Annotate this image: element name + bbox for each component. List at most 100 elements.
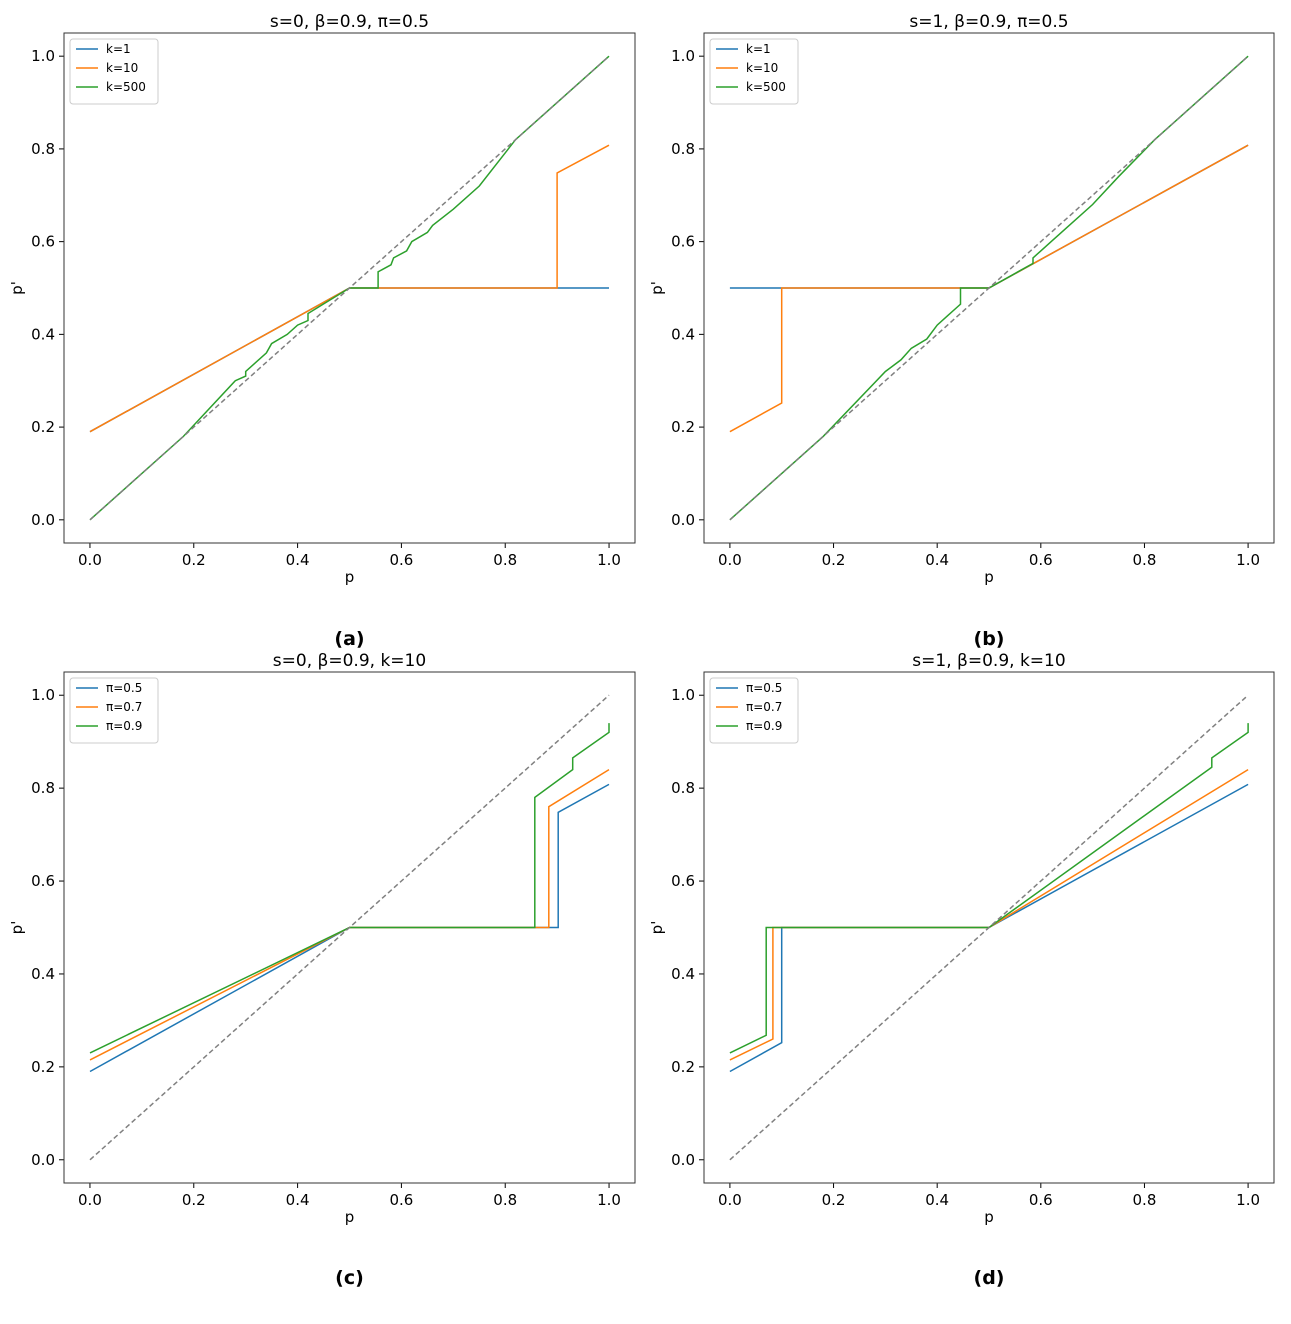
panel-label: (d) <box>974 1267 1005 1289</box>
reference-diagonal <box>89 55 610 521</box>
x-tick-label: 0.4 <box>925 551 949 569</box>
axes-frame <box>63 32 636 544</box>
y-tick-label: 0.6 <box>31 872 55 890</box>
x-tick-label: 0.0 <box>718 1191 742 1209</box>
x-tick-label: 0.0 <box>78 1191 102 1209</box>
x-axis-label: p <box>345 1208 355 1226</box>
x-tick-label: 1.0 <box>1236 1191 1260 1209</box>
y-tick-label: 0.8 <box>31 779 55 797</box>
subplot-title: s=0, β=0.9, π=0.5 <box>270 12 429 32</box>
subplot-b: 0.0 0.2 0.4 0.6 0.8 1.0 0.0 0.2 0.4 0.6 0.8 1.0 s=1,… <box>648 12 1275 650</box>
y-tick-label: 0.0 <box>671 511 695 529</box>
series-line-2 <box>729 144 1249 433</box>
y-axis-label: p' <box>8 281 26 295</box>
axes-frame <box>63 671 636 1184</box>
y-tick-label: 0.8 <box>671 779 695 797</box>
x-tick-label: 0.8 <box>1133 551 1157 569</box>
y-axis-label: p' <box>648 281 666 295</box>
legend-label: k=500 <box>746 80 786 94</box>
y-tick-label: 0.4 <box>31 965 55 983</box>
legend: π=0.5 π=0.7 π=0.9 <box>69 677 159 744</box>
legend: k=1 k=10 k=500 <box>709 38 799 105</box>
legend-label: π=0.5 <box>106 681 142 695</box>
x-tick-label: 0.8 <box>493 551 517 569</box>
x-tick-label: 0.6 <box>389 1191 413 1209</box>
x-tick-label: 0.6 <box>1029 1191 1053 1209</box>
x-tick-label: 0.4 <box>925 1191 949 1209</box>
y-tick-label: 0.2 <box>671 1058 695 1076</box>
series-line-1 <box>89 287 609 433</box>
x-tick-label: 0.0 <box>718 551 742 569</box>
subplot-title: s=1, β=0.9, π=0.5 <box>909 12 1068 32</box>
panel-label: (c) <box>335 1267 364 1289</box>
y-tick-label: 0.2 <box>31 418 55 436</box>
y-tick-label: 0.2 <box>671 418 695 436</box>
x-tick-label: 0.8 <box>493 1191 517 1209</box>
y-tick-label: 0.6 <box>671 233 695 251</box>
x-tick-label: 1.0 <box>597 1191 621 1209</box>
x-tick-label: 0.2 <box>822 1191 846 1209</box>
legend-label: π=0.9 <box>106 719 142 733</box>
series-line-3 <box>89 723 610 1054</box>
x-tick-label: 0.2 <box>182 551 206 569</box>
x-tick-label: 0.4 <box>286 1191 310 1209</box>
y-axis-label: p' <box>8 921 26 935</box>
y-tick-label: 0.6 <box>671 872 695 890</box>
reference-diagonal <box>729 694 1249 1161</box>
series-line-3 <box>729 55 1249 521</box>
legend-label: k=500 <box>106 80 146 94</box>
x-tick-label: 0.2 <box>822 551 846 569</box>
legend-label: k=10 <box>106 61 138 75</box>
subplot-c: 0.0 0.2 0.4 0.6 0.8 1.0 0.0 0.2 0.4 0.6 0.8 1.0 s=0,… <box>8 651 636 1289</box>
series-line-1 <box>729 144 1249 289</box>
y-tick-label: 0.0 <box>31 511 55 529</box>
y-axis-label: p' <box>648 921 666 935</box>
x-tick-label: 1.0 <box>597 551 621 569</box>
x-tick-label: 0.6 <box>1029 551 1053 569</box>
y-tick-label: 0.2 <box>31 1058 55 1076</box>
y-tick-label: 1.0 <box>31 47 55 65</box>
y-tick-label: 0.6 <box>31 233 55 251</box>
x-axis-label: p <box>984 568 994 586</box>
y-tick-label: 1.0 <box>31 686 55 704</box>
x-tick-label: 0.2 <box>182 1191 206 1209</box>
series-line-2 <box>89 768 610 1061</box>
x-axis-label: p <box>984 1208 994 1226</box>
y-tick-label: 1.0 <box>671 686 695 704</box>
y-tick-label: 0.8 <box>31 140 55 158</box>
series-line-3 <box>729 723 1249 1054</box>
axes-frame <box>703 671 1275 1184</box>
legend-label: π=0.9 <box>746 719 782 733</box>
x-axis-label: p <box>345 568 355 586</box>
y-tick-label: 1.0 <box>671 47 695 65</box>
subplot-title: s=0, β=0.9, k=10 <box>273 651 426 671</box>
x-tick-label: 0.4 <box>286 551 310 569</box>
y-tick-label: 0.4 <box>31 325 55 343</box>
legend-label: k=1 <box>746 42 771 56</box>
y-tick-label: 0.4 <box>671 325 695 343</box>
x-tick-label: 0.8 <box>1133 1191 1157 1209</box>
series-line-2 <box>89 144 610 433</box>
subplot-d: 0.0 0.2 0.4 0.6 0.8 1.0 0.0 0.2 0.4 0.6 0.8 1.0 s=1,… <box>648 651 1275 1289</box>
legend-label: π=0.7 <box>746 700 782 714</box>
x-tick-label: 1.0 <box>1236 551 1260 569</box>
legend-label: k=1 <box>106 42 131 56</box>
y-tick-label: 0.8 <box>671 140 695 158</box>
subplot-title: s=1, β=0.9, k=10 <box>912 651 1065 671</box>
axes-frame <box>703 32 1275 544</box>
subplot-a: 0.0 0.2 0.4 0.6 0.8 1.0 0.0 0.2 0.4 0.6 0.8 1.0 s=0,… <box>8 12 636 650</box>
panel-label: (a) <box>334 628 364 650</box>
legend: π=0.5 π=0.7 π=0.9 <box>709 677 799 744</box>
legend-label: π=0.5 <box>746 681 782 695</box>
legend: k=1 k=10 k=500 <box>69 38 159 105</box>
legend-label: k=10 <box>746 61 778 75</box>
x-tick-label: 0.6 <box>389 551 413 569</box>
series-line-2 <box>729 768 1249 1061</box>
x-tick-label: 0.0 <box>78 551 102 569</box>
legend-label: π=0.7 <box>106 700 142 714</box>
reference-diagonal <box>89 694 610 1161</box>
y-tick-label: 0.0 <box>671 1151 695 1169</box>
y-tick-label: 0.0 <box>31 1151 55 1169</box>
